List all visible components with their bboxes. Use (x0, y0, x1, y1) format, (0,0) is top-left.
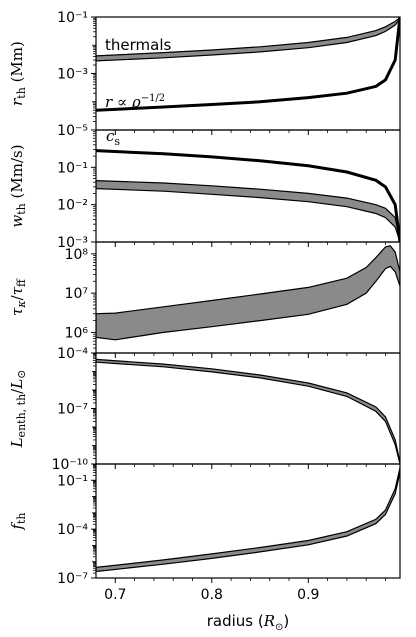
ytick-label: 10⁷ (65, 286, 88, 302)
xlabel: radius (R⊙) (207, 612, 290, 633)
ylabel-w_th: wth​ (Mm/s) (8, 144, 28, 227)
ytick-label: 10⁻³ (57, 235, 88, 251)
panel-r_th: 10⁻⁵ 10⁻³ 10⁻¹ rth​ (Mm) (8, 10, 401, 139)
ytick-label: 10⁻³ (57, 67, 88, 83)
ytick-label: 10⁻¹ (57, 10, 88, 26)
band-r_th (96, 17, 400, 62)
annotation-c-s: cs (106, 127, 120, 148)
ytick-label: 10⁻¹⁰ (52, 457, 89, 473)
xtick-label: 0.7 (104, 587, 126, 603)
ylabel-L_enth: Lenth, th​/L⊙​ (8, 370, 28, 449)
panel-w_th: 10⁻³ 10⁻² 10⁻¹ wth​ (Mm/s) (8, 129, 401, 251)
panel-L_enth: 10⁻¹⁰ 10⁻⁷ 10⁻⁴ Lenth, th​/L⊙​ (8, 346, 401, 473)
band-f_th (96, 467, 400, 573)
band-L_enth (96, 358, 400, 464)
band-w_th (96, 179, 400, 242)
axes-frame-L_enth (95, 352, 401, 465)
line-w_th (96, 149, 400, 242)
axes-frame-r_th (95, 16, 401, 131)
ytick-label: 10⁻⁴ (57, 522, 88, 538)
ytick-label: 10⁻⁷ (57, 402, 88, 418)
ytick-label: 10⁶ (65, 325, 89, 341)
panel-f_th: 10⁻⁷ 10⁻⁴ 10⁻¹ fth​ (8, 463, 401, 587)
xtick-label: 0.9 (297, 587, 319, 603)
ylabel-tau: τκ​/τff​ (8, 278, 28, 316)
ylabel-r_th: rth​ (Mm) (8, 41, 28, 106)
ytick-label: 10⁻¹ (57, 473, 88, 489)
ytick-label: 10⁻¹ (57, 160, 88, 176)
line-r_th (96, 17, 400, 112)
ytick-label: 10⁻⁴ (57, 346, 88, 362)
xtick-label: 0.8 (201, 587, 223, 603)
panel-tau: 10⁶ 10⁷ 10⁸ τκ​/τff​ (8, 241, 401, 358)
ytick-label: 10⁻⁵ (57, 123, 88, 139)
ytick-label: 10⁸ (65, 247, 89, 263)
annotation-r-proportional: r ∝ ρ−1/2 (105, 93, 165, 111)
axes-frame-f_th (95, 463, 401, 579)
ylabel-f_th: fth​ (8, 512, 28, 530)
band-tau (96, 245, 400, 341)
annotation-thermals: thermals (105, 36, 171, 54)
ytick-label: 10⁻² (57, 198, 88, 214)
ytick-label: 10⁻⁷ (57, 571, 88, 587)
